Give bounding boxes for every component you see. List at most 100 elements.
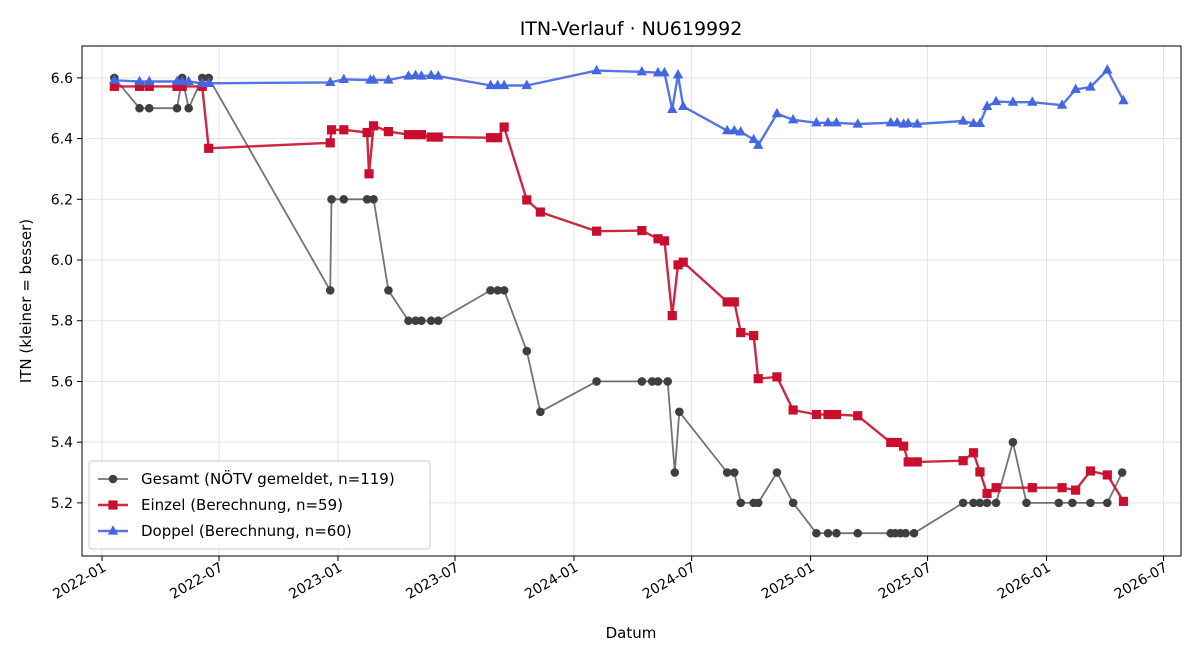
data-point xyxy=(823,409,833,420)
data-point xyxy=(1118,94,1129,105)
data-point xyxy=(909,528,919,538)
data-point xyxy=(144,81,154,91)
data-point xyxy=(369,195,378,204)
data-point xyxy=(1027,96,1038,106)
data-point xyxy=(637,377,647,386)
data-point xyxy=(675,407,684,417)
data-point xyxy=(362,195,372,204)
series-line xyxy=(114,85,1125,503)
data-point xyxy=(670,468,680,477)
series-line xyxy=(114,68,1125,147)
y-axis: 5.2 5.4 5.6 5.8 6.0 6.2 6.4 6.6 xyxy=(51,71,82,512)
data-point xyxy=(902,117,914,128)
data-point xyxy=(426,316,436,326)
y-tick-label: 6.2 xyxy=(51,192,73,208)
data-point xyxy=(426,132,436,142)
x-tick-label: 2023-07 xyxy=(403,560,462,603)
data-point xyxy=(721,124,733,135)
data-point xyxy=(974,117,986,128)
x-tick-label: 2024-07 xyxy=(640,560,699,603)
data-point xyxy=(957,115,969,125)
data-point xyxy=(772,468,782,477)
data-point xyxy=(144,75,155,86)
data-point xyxy=(912,457,922,467)
data-point xyxy=(735,126,746,136)
data-point xyxy=(204,143,214,153)
data-point xyxy=(853,528,863,538)
data-point xyxy=(729,297,739,307)
data-point xyxy=(1085,466,1096,476)
data-point xyxy=(969,498,978,508)
data-point xyxy=(1022,498,1031,508)
data-point xyxy=(433,70,444,80)
data-point xyxy=(722,468,732,477)
data-point xyxy=(364,169,374,179)
data-point xyxy=(339,125,349,135)
data-point xyxy=(958,456,968,466)
data-point xyxy=(678,257,688,267)
data-point xyxy=(368,121,379,131)
data-point xyxy=(417,316,426,326)
data-point xyxy=(591,226,602,236)
data-point xyxy=(499,122,509,132)
data-point xyxy=(722,297,732,307)
x-tick-label: 2024-01 xyxy=(522,560,581,603)
data-point xyxy=(975,498,985,508)
data-point xyxy=(485,79,496,90)
x-tick-label: 2026-07 xyxy=(1112,560,1171,603)
y-tick-label: 5.8 xyxy=(51,314,73,330)
data-point xyxy=(172,81,182,91)
data-point xyxy=(410,130,421,140)
data-point xyxy=(1056,99,1068,109)
data-point xyxy=(832,528,841,538)
data-point xyxy=(384,286,393,295)
legend-label: Doppel (Berechnung, n=60) xyxy=(141,522,352,540)
data-point xyxy=(787,113,799,124)
data-point xyxy=(425,69,437,80)
data-point xyxy=(522,195,532,205)
data-point xyxy=(729,124,740,135)
data-point xyxy=(811,409,821,420)
data-point xyxy=(853,411,863,421)
data-point xyxy=(109,81,119,91)
data-point xyxy=(753,139,764,149)
data-point xyxy=(499,286,509,295)
data-point xyxy=(653,234,663,244)
data-point xyxy=(486,286,495,295)
data-point xyxy=(991,483,1001,493)
data-point xyxy=(203,77,214,87)
x-tick-label: 2026-01 xyxy=(995,560,1054,603)
series-triangle xyxy=(109,64,1129,149)
data-point xyxy=(912,118,923,128)
legend-box xyxy=(88,460,431,550)
x-axis-label: Datum xyxy=(606,624,657,642)
data-point xyxy=(1102,64,1113,74)
data-point xyxy=(498,79,510,90)
data-point xyxy=(383,74,394,84)
data-point xyxy=(1117,468,1127,477)
data-point xyxy=(325,286,335,295)
data-point xyxy=(338,73,350,83)
data-point xyxy=(990,95,1002,106)
data-point xyxy=(823,528,833,538)
data-point xyxy=(362,127,372,138)
x-tick-label: 2022-07 xyxy=(167,560,226,603)
data-point xyxy=(368,74,379,84)
data-point xyxy=(1086,498,1095,508)
data-point xyxy=(968,448,979,458)
data-point xyxy=(772,372,782,382)
data-point xyxy=(982,488,992,499)
data-point xyxy=(886,437,896,448)
data-point xyxy=(729,468,739,477)
data-point xyxy=(672,69,684,79)
y-tick-label: 5.6 xyxy=(51,374,73,390)
data-point xyxy=(591,64,602,75)
data-point xyxy=(1054,498,1064,508)
data-point xyxy=(788,498,798,508)
data-point xyxy=(327,195,336,204)
data-point xyxy=(753,374,763,384)
data-point xyxy=(1085,81,1096,91)
data-point xyxy=(493,133,503,143)
data-point xyxy=(636,66,648,76)
data-point xyxy=(1071,485,1081,495)
